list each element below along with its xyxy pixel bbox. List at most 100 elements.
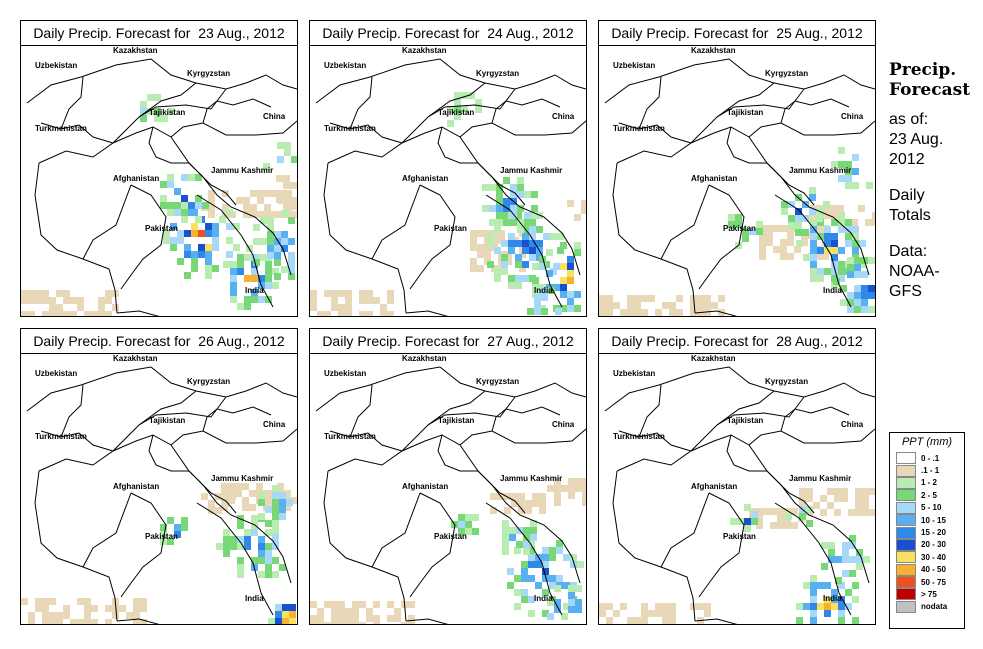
precip-cell — [863, 556, 870, 563]
map-label-uzbekistan: Uzbekistan — [35, 61, 77, 70]
precip-cell — [669, 309, 676, 316]
precip-cell — [160, 531, 167, 538]
border-line — [38, 434, 237, 514]
precip-cell — [275, 618, 282, 624]
precip-cell — [697, 302, 704, 309]
precip-cell — [525, 507, 532, 514]
precip-cell — [285, 211, 292, 218]
precip-cell — [831, 596, 838, 603]
border-line — [116, 310, 160, 316]
map-label-afghanistan: Afghanistan — [691, 174, 737, 183]
precip-cell — [222, 500, 229, 507]
precip-cell — [167, 202, 174, 209]
precip-cell — [331, 615, 338, 622]
precip-cell — [777, 515, 784, 522]
precip-cell — [519, 251, 526, 258]
precip-cell — [676, 316, 683, 317]
precip-cell — [271, 211, 278, 218]
precip-cell — [260, 217, 267, 224]
precip-cell — [288, 238, 295, 245]
map-label-china: China — [841, 112, 864, 121]
map-label-india: India — [245, 594, 264, 603]
precip-cell — [817, 603, 824, 610]
precip-cell — [268, 618, 275, 624]
precip-cell — [794, 246, 801, 253]
precip-cell — [237, 557, 244, 564]
precip-cell — [447, 120, 454, 127]
precip-cell — [868, 285, 875, 292]
precip-cell — [620, 603, 627, 610]
map-label-kyrgyzstan: Kyrgyzstan — [476, 377, 519, 386]
precip-cell — [842, 549, 849, 556]
precip-cell — [508, 247, 515, 254]
precip-cell — [242, 483, 249, 490]
precip-cell — [345, 290, 352, 297]
precip-cell — [508, 275, 515, 282]
precip-cell — [119, 605, 126, 612]
precip-cell — [824, 233, 831, 240]
border-line — [112, 82, 197, 144]
precip-cell — [394, 615, 401, 622]
border-line — [726, 126, 767, 164]
map-label-tajikistan: Tajikistan — [727, 108, 763, 117]
precip-cell — [387, 297, 394, 304]
precip-cell — [744, 525, 751, 532]
precip-cell — [49, 612, 56, 619]
precip-cell — [613, 302, 620, 309]
precip-cell — [208, 211, 215, 218]
precip-cell — [655, 610, 662, 617]
precip-cell — [787, 232, 794, 239]
legend-item: 30 - 40 — [896, 551, 964, 564]
precip-cell — [168, 108, 175, 115]
precip-cell — [834, 488, 841, 495]
border-line — [612, 162, 696, 314]
precip-cell — [263, 163, 270, 170]
precip-cell — [208, 507, 215, 514]
legend-label: nodata — [921, 602, 948, 612]
side-title-line2: Forecast — [889, 80, 971, 100]
precip-cell — [543, 261, 550, 268]
precip-cell — [546, 249, 553, 256]
precip-cell — [359, 297, 366, 304]
precip-cell — [824, 596, 831, 603]
precip-cell — [861, 285, 868, 292]
precip-cell — [461, 106, 468, 113]
border-line — [405, 618, 449, 624]
precip-cell — [517, 191, 524, 198]
precip-cell — [795, 215, 802, 222]
precip-cell — [574, 242, 581, 249]
precip-cell — [331, 290, 338, 297]
data-line3: GFS — [889, 283, 922, 300]
precip-cell — [366, 608, 373, 615]
precip-cell — [838, 161, 845, 168]
precip-cell — [352, 622, 359, 624]
precip-cell — [581, 207, 586, 214]
precip-cell — [250, 204, 257, 211]
legend-item: 0 - .1 — [896, 452, 964, 465]
legend-item: 2 - 5 — [896, 489, 964, 502]
precip-cell — [257, 197, 264, 204]
precip-cell — [510, 212, 517, 219]
border-line — [774, 502, 852, 616]
precip-cell — [70, 619, 77, 624]
precip-cell — [205, 272, 212, 279]
border-line — [202, 98, 272, 124]
precip-cell — [21, 598, 28, 605]
precip-cell — [809, 194, 816, 201]
precip-cell — [461, 92, 468, 99]
border-line — [401, 390, 486, 452]
precip-cell — [817, 275, 824, 282]
precip-cell — [553, 284, 560, 291]
precip-cell — [274, 252, 281, 259]
precip-cell — [799, 513, 806, 520]
precip-cell — [817, 268, 824, 275]
panel-title: Daily Precip. Forecast for 23 Aug., 2012 — [21, 21, 297, 46]
precip-cell — [570, 561, 577, 568]
precip-cell — [274, 238, 281, 245]
precip-cell — [112, 612, 119, 619]
precip-cell — [518, 493, 525, 500]
precip-cell — [810, 268, 817, 275]
precip-cell — [795, 208, 802, 215]
precip-cell — [477, 244, 484, 251]
precip-cell — [676, 309, 683, 316]
